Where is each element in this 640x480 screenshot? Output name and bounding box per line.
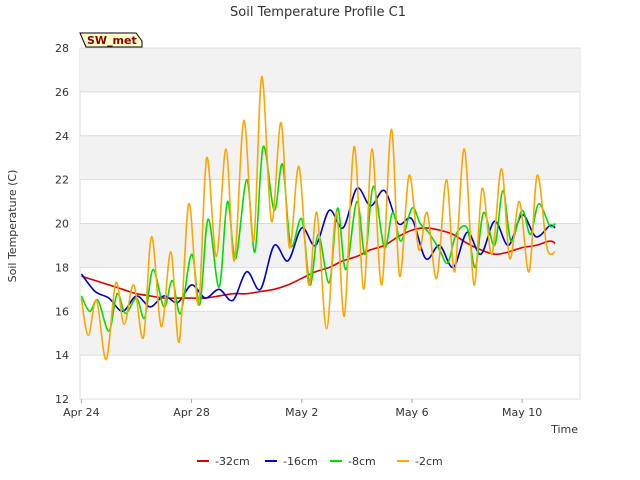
x-tick-label: Apr 24 [63, 406, 100, 419]
plot-band [80, 311, 580, 356]
x-axis-ticks: Apr 24 Apr 28 May 2 May 6 May 10 [63, 399, 542, 419]
chart-title: Soil Temperature Profile C1 [230, 5, 406, 20]
legend-label-32cmcm: -32cm [215, 455, 250, 468]
badge-label: SW_met [87, 34, 137, 47]
plot-band [80, 48, 580, 92]
x-tick-label: May 6 [395, 406, 428, 419]
y-tick-label: 12 [55, 393, 69, 406]
series-line-2cmcm [80, 75, 556, 361]
grid-lines [80, 47, 580, 400]
x-tick-label: May 2 [285, 406, 318, 419]
series-lines [80, 75, 556, 361]
y-tick-label: 16 [55, 305, 69, 318]
y-tick-label: 18 [55, 261, 69, 274]
legend-label-16cmcm: -16cm [283, 455, 318, 468]
y-tick-label: 20 [55, 218, 69, 231]
y-tick-label: 28 [55, 42, 69, 55]
y-axis-label: Soil Temperature (C) [6, 170, 19, 283]
y-tick-label: 26 [55, 86, 69, 99]
badge-shape [79, 32, 143, 48]
legend-label-8cmcm: -8cm [348, 455, 376, 468]
x-tick-label: May 10 [502, 406, 542, 419]
y-tick-label: 24 [55, 130, 69, 143]
series-line-16cmcm [80, 187, 556, 313]
y-tick-label: 14 [55, 349, 69, 362]
plot-band [80, 135, 580, 180]
x-axis-label: Time [550, 423, 578, 436]
legend-label-2cmcm: -2cm [415, 455, 443, 468]
y-tick-label: 22 [55, 174, 69, 187]
series-line-32cmcm [81, 227, 556, 300]
x-tick-label: Apr 28 [173, 406, 210, 419]
legend: -32cm -16cm -8cm -2cm [197, 455, 443, 468]
sw-met-badge: SW_met [79, 32, 143, 48]
y-axis-ticks: 12 14 16 18 20 22 24 26 28 [55, 42, 69, 406]
